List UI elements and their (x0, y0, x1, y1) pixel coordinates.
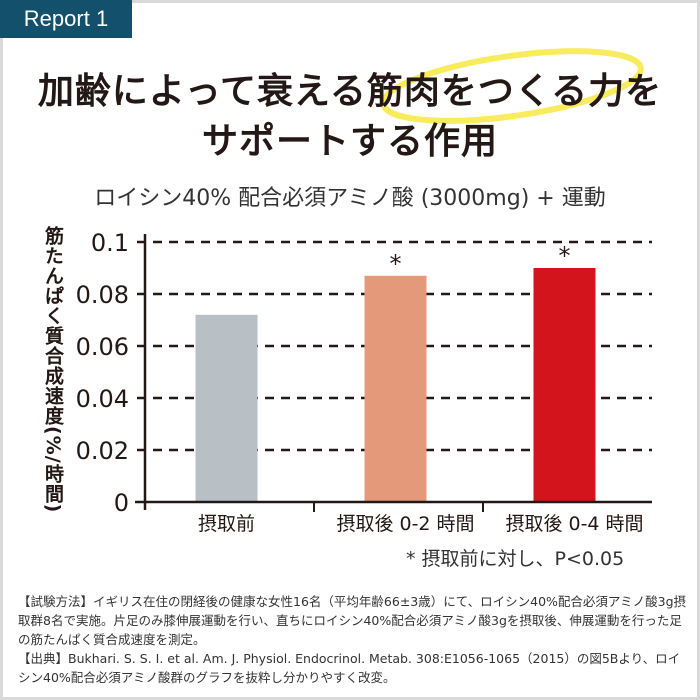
footnote-method: 【試験方法】イギリス在住の閉経後の健康な女性16名（平均年齢66±3歳）にて、ロ… (18, 594, 687, 647)
y-tick-label: 0.06 (76, 333, 129, 361)
y-tick-label: 0.04 (76, 385, 129, 413)
chart-title: ロイシン40% 配合必須アミノ酸 (3000mg) + 運動 (94, 186, 606, 211)
y-axis-label: 筋たんぱく質合成速度(%/時間) (42, 226, 64, 514)
bar (195, 314, 258, 502)
report-badge: Report 1 (0, 0, 132, 38)
significance-marker: * (559, 242, 571, 270)
footnote: 【試験方法】イギリス在住の閉経後の健康な女性16名（平均年齢66±3歳）にて、ロ… (18, 592, 688, 687)
significance-marker: * (390, 250, 402, 278)
y-tick-label: 0.02 (76, 437, 129, 465)
x-tick-label: 摂取前 (198, 513, 255, 535)
y-tick-label: 0.08 (76, 281, 129, 309)
x-tick-label: 摂取後 0-4 時間 (505, 513, 643, 535)
bar (364, 275, 427, 502)
y-tick-label: 0 (114, 489, 129, 517)
headline-line2: サポートする作用 (201, 121, 498, 162)
headline-line1: 加齢によって衰える筋肉をつくる力を (37, 71, 663, 112)
bar (533, 268, 596, 502)
x-tick-label: 摂取後 0-2 時間 (336, 513, 474, 535)
significance-note: * 摂取前に対し、P<0.05 (406, 548, 625, 570)
y-tick-label: 0.1 (91, 229, 129, 257)
footnote-source: 【出典】Bukhari. S. S. I. et al. Am. J. Phys… (18, 651, 681, 685)
